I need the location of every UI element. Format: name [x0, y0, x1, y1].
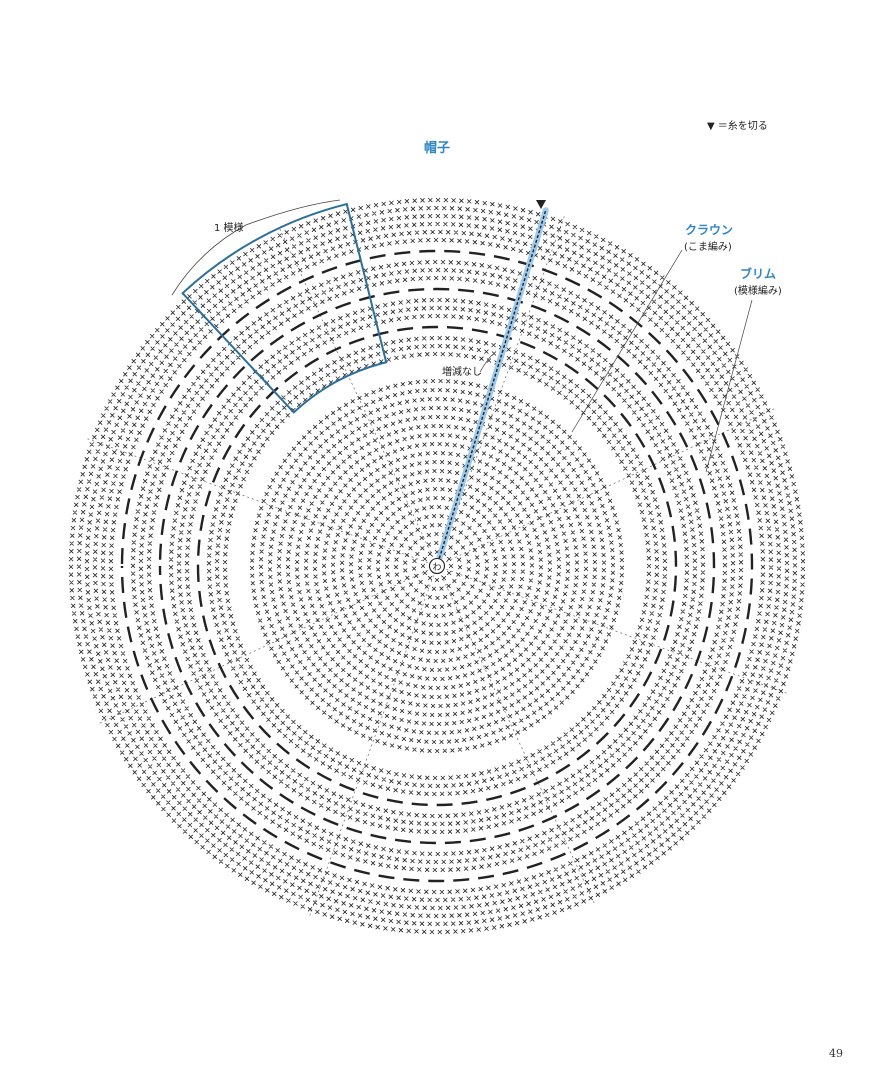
divider-line	[445, 408, 775, 563]
brim-stitch-rings	[68, 197, 806, 935]
brim-round	[92, 221, 782, 911]
brim-round	[68, 197, 806, 935]
crown-round	[303, 432, 571, 700]
crown-round	[411, 540, 463, 591]
brim-round	[146, 275, 728, 857]
crown-round	[312, 441, 562, 691]
crown-leader	[571, 249, 683, 433]
triangle-down-icon: ▼	[707, 121, 715, 132]
brim-tall-stitch-round	[158, 287, 716, 845]
page-number: 49	[829, 1047, 843, 1060]
brim-round	[76, 205, 798, 927]
crown-stitch-rings	[249, 378, 625, 754]
brim-tall-stitch-round	[196, 325, 678, 807]
divider-line	[446, 569, 787, 694]
divider-line	[440, 216, 565, 557]
start-line	[438, 210, 547, 559]
pattern-repeat-box	[181, 202, 388, 414]
brim-round	[176, 305, 698, 827]
brim-round	[100, 229, 774, 903]
pattern-repeat-label: 1 模様	[214, 223, 244, 234]
brim-leader	[705, 299, 753, 473]
brim-round	[206, 335, 668, 797]
crown-round	[348, 477, 526, 655]
no-increase-start-line	[436, 207, 549, 562]
crown-round	[258, 387, 616, 745]
brim-round	[108, 237, 766, 895]
crown-round	[249, 378, 625, 754]
cut-yarn-triangle-icon	[536, 200, 546, 209]
crown-round	[339, 468, 535, 664]
crown-round	[267, 396, 607, 736]
pattern-repeat-outline	[171, 199, 388, 414]
crown-round	[321, 450, 553, 682]
section-divider-lines	[87, 216, 787, 916]
crown-round	[366, 495, 508, 637]
magic-ring-label: わ	[432, 562, 441, 573]
crown-label: クラウン	[685, 223, 734, 237]
divider-line	[99, 569, 429, 724]
divider-line	[309, 575, 434, 916]
pattern-repeat-brace	[171, 224, 247, 296]
no-increase-leader	[479, 354, 493, 373]
magic-ring: わ	[428, 557, 446, 575]
legend: ▼ ＝糸を切る	[707, 117, 768, 132]
brim-tall-stitch-round	[120, 249, 754, 883]
brim-round	[84, 213, 790, 919]
no-increase-label: 増減なし	[442, 367, 482, 378]
chart-title: 帽子	[423, 141, 451, 156]
brim-stitch-label: (模様編み)	[734, 286, 782, 297]
label-leader-lines	[479, 249, 753, 473]
crown-round	[357, 486, 517, 646]
brim-round	[138, 267, 736, 865]
brim-label: ブリム	[740, 267, 777, 281]
brim-round	[168, 297, 706, 835]
brim-round	[222, 351, 652, 781]
crown-round	[375, 504, 499, 628]
divider-line	[279, 228, 434, 558]
crown-round	[420, 549, 454, 583]
pattern-repeat-brace	[245, 199, 341, 226]
brim-round	[130, 259, 744, 873]
divider-line	[87, 438, 428, 563]
crown-round	[285, 414, 589, 718]
legend-text: ＝糸を切る	[717, 121, 768, 132]
crown-round	[294, 423, 580, 709]
brim-round	[214, 343, 660, 789]
crown-round	[330, 459, 544, 673]
divider-line	[440, 574, 595, 904]
brim-round	[184, 313, 690, 819]
crown-stitch-label: (こま編み)	[684, 242, 732, 253]
